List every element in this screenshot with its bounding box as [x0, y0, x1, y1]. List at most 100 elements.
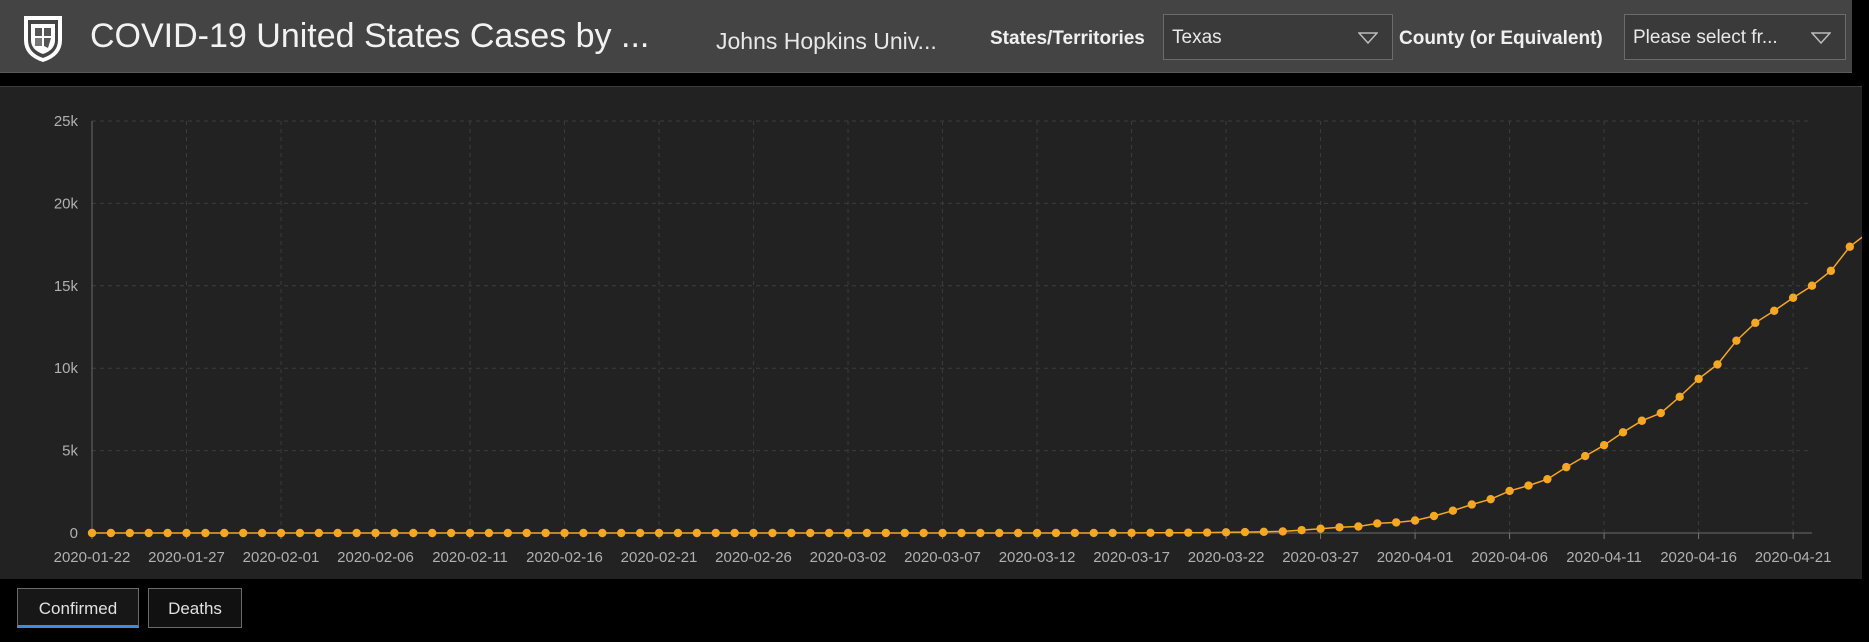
data-point [428, 528, 437, 538]
y-tick-label: 15k [54, 278, 79, 295]
data-point [1562, 462, 1571, 472]
y-tick-label: 10k [54, 360, 79, 377]
shield-logo-icon [24, 16, 62, 62]
data-point [1732, 336, 1741, 345]
data-point [465, 528, 475, 538]
data-point [1637, 416, 1647, 425]
y-tick-label: 0 [70, 525, 78, 542]
x-tick-label: 2020-04-06 [1471, 549, 1548, 566]
data-point [1751, 318, 1760, 328]
data-point [692, 528, 702, 538]
x-tick-label: 2020-02-26 [715, 549, 792, 566]
data-point [182, 528, 191, 538]
x-tick-label: 2020-03-27 [1282, 549, 1359, 566]
state-filter-label: States/Territories [990, 28, 1145, 49]
data-point [1202, 528, 1212, 537]
data-point [560, 528, 569, 538]
data-point [1013, 528, 1023, 538]
chevron-down-icon [1811, 32, 1831, 44]
data-point [843, 528, 853, 538]
data-point [1051, 528, 1061, 538]
data-point [1221, 528, 1231, 537]
data-point [1845, 242, 1855, 251]
data-point [938, 528, 947, 538]
data-point [1524, 481, 1533, 490]
data-point [1391, 518, 1401, 527]
data-point [806, 528, 815, 538]
data-point [1543, 474, 1552, 484]
data-point [1656, 408, 1665, 418]
data-point [522, 528, 531, 538]
data-point [144, 528, 153, 538]
x-tick-label: 2020-02-06 [337, 549, 414, 566]
data-point [295, 528, 305, 538]
data-point [1429, 511, 1439, 521]
app-subtitle: Johns Hopkins Univ... [716, 28, 937, 54]
data-point [995, 528, 1004, 538]
data-point [1448, 506, 1458, 515]
x-tick-label: 2020-04-21 [1755, 549, 1832, 566]
data-point [1599, 440, 1609, 450]
x-tick-label: 2020-02-11 [432, 549, 508, 566]
data-point [673, 528, 683, 538]
data-point [1373, 519, 1382, 528]
data-point [1259, 527, 1269, 537]
chart-panel: 0 5k 10k 15k 20k 25k 2020-01-22 2020-01-27 2020-… [0, 86, 1862, 579]
x-tick-label: 2020-03-22 [1188, 549, 1265, 566]
data-point [1675, 392, 1684, 402]
tab-confirmed[interactable]: Confirmed [17, 588, 139, 628]
data-point [1146, 528, 1155, 538]
data-point [1070, 528, 1080, 538]
data-point [579, 528, 588, 538]
data-point [824, 528, 834, 538]
data-point [125, 528, 135, 538]
data-point [1769, 306, 1779, 315]
data-point [1467, 500, 1476, 509]
data-point [1032, 528, 1042, 538]
data-point [1713, 360, 1722, 369]
data-point [1127, 528, 1136, 538]
data-point [87, 528, 97, 538]
county-select[interactable]: Please select fr... [1624, 14, 1846, 60]
data-point [881, 528, 891, 538]
data-point [1410, 516, 1420, 525]
x-tick-label: 2020-02-16 [526, 549, 603, 566]
data-point [446, 528, 456, 538]
data-point [919, 528, 928, 538]
data-point [352, 528, 361, 538]
data-point [1335, 523, 1344, 532]
data-point [239, 528, 248, 538]
data-point [276, 528, 286, 538]
data-point [976, 528, 985, 538]
x-tick-label: 2020-03-02 [810, 549, 887, 566]
data-point [1580, 451, 1590, 461]
data-point [1316, 524, 1325, 533]
x-tick-label: 2020-03-12 [999, 549, 1076, 566]
data-point [201, 528, 210, 538]
data-point [1807, 281, 1817, 290]
data-point [1826, 266, 1836, 276]
x-tick-label: 2020-01-22 [54, 549, 131, 566]
data-point [503, 528, 513, 538]
data-point [1278, 527, 1287, 536]
line-chart: 0 5k 10k 15k 20k 25k 2020-01-22 2020-01-27 2020-… [54, 113, 1862, 566]
app-header: COVID-19 United States Cases by ... John… [0, 0, 1852, 73]
x-tick-label: 2020-04-11 [1566, 549, 1642, 566]
data-point [220, 528, 229, 538]
data-point [333, 528, 342, 538]
data-point [1297, 525, 1306, 535]
data-point [390, 528, 399, 538]
county-select-value: Please select fr... [1633, 27, 1778, 48]
data-point [541, 528, 550, 538]
data-point [768, 528, 777, 538]
x-tick-label: 2020-03-07 [904, 549, 981, 566]
y-tick-label: 20k [54, 195, 79, 212]
tab-deaths[interactable]: Deaths [148, 588, 242, 628]
data-point [1108, 528, 1117, 538]
y-tick-label: 5k [62, 443, 78, 460]
data-point [1354, 522, 1363, 531]
data-point [1694, 374, 1703, 384]
state-select[interactable]: Texas [1163, 14, 1393, 60]
data-point [257, 528, 267, 538]
app-title: COVID-19 United States Cases by ... [90, 17, 650, 55]
